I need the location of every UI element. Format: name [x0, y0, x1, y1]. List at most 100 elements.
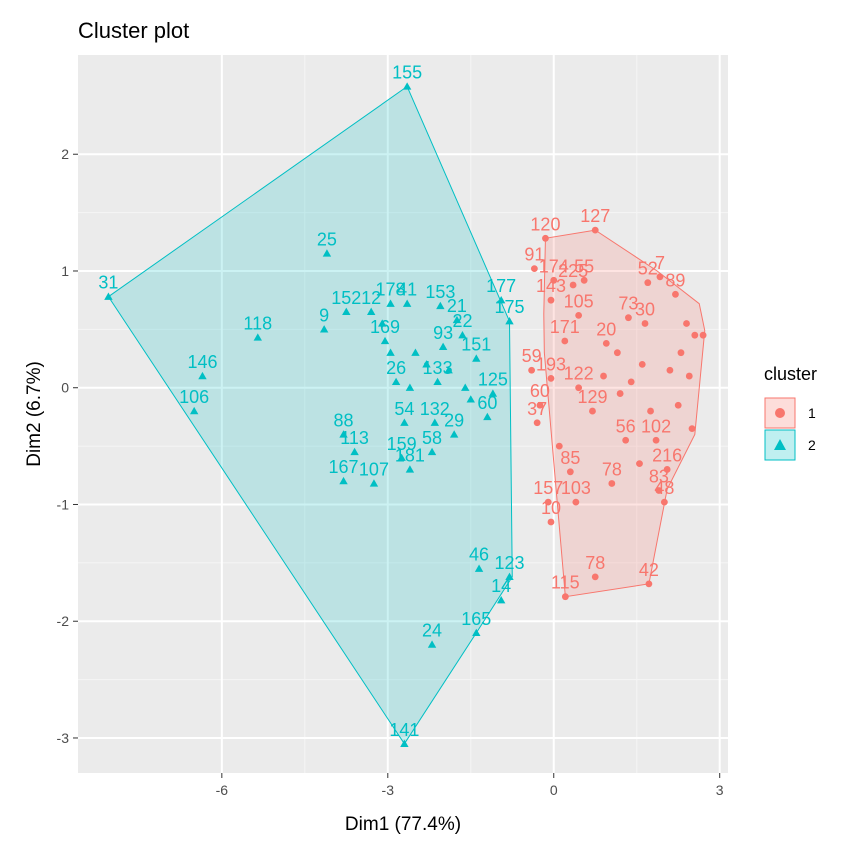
- point-label: 21: [447, 296, 467, 316]
- cluster-1-point: [550, 276, 558, 284]
- cluster-2-point: [402, 82, 412, 90]
- point-label: 52: [638, 259, 658, 279]
- y-tick-label: 1: [61, 263, 69, 279]
- y-tick-label: 2: [61, 146, 69, 162]
- cluster-2-point: [452, 315, 462, 324]
- cluster-2-point: [505, 316, 514, 325]
- cluster-1-point: [561, 593, 569, 601]
- cluster-2-point: [496, 596, 506, 604]
- point-label: 105: [564, 291, 594, 311]
- cluster-1-point: [674, 401, 682, 409]
- point-label: 78: [585, 553, 605, 573]
- point-label: 54: [394, 399, 414, 419]
- cluster-1-point: [645, 580, 653, 588]
- point-label: 113: [340, 428, 369, 448]
- y-tick-label: -2: [57, 613, 70, 629]
- cluster-2-point: [436, 301, 445, 310]
- point-label: 59: [522, 346, 542, 366]
- cluster-1-point: [685, 372, 693, 380]
- cluster-2-point: [505, 572, 514, 581]
- cluster-2-point: [402, 299, 412, 307]
- cluster-2-point: [386, 299, 395, 307]
- cluster-1-point: [691, 331, 699, 339]
- point-label: 55: [574, 256, 594, 276]
- point-label: 20: [596, 319, 616, 339]
- cluster-2-point: [474, 564, 484, 572]
- cluster-2-point: [189, 406, 199, 415]
- cluster-1-point: [528, 366, 536, 374]
- point-label: 30: [635, 300, 655, 320]
- point-label: 151: [461, 335, 491, 355]
- cluster-2-point: [472, 628, 481, 637]
- legend-title: cluster: [764, 364, 817, 384]
- cluster-1-point: [699, 331, 707, 339]
- point-label: 46: [469, 545, 489, 565]
- cluster-1-point: [575, 311, 583, 319]
- point-label: 125: [478, 370, 508, 390]
- cluster-2-point: [104, 292, 113, 300]
- point-label: 10: [541, 498, 561, 518]
- point-label: 115: [551, 573, 580, 593]
- point-label: 175: [494, 297, 524, 317]
- point-label: 143: [536, 276, 566, 296]
- cluster-1-point: [663, 466, 671, 473]
- cluster-2-point: [342, 307, 351, 315]
- cluster-1-point: [638, 360, 646, 368]
- cluster-2-point: [472, 354, 481, 362]
- point-label: 60: [477, 393, 497, 413]
- cluster-2-point: [427, 640, 437, 648]
- cluster-1-point: [641, 320, 649, 327]
- y-axis-title: Dim2 (6.7%): [24, 361, 45, 467]
- cluster-1-point: [602, 339, 610, 347]
- point-label: 181: [395, 445, 425, 465]
- cluster-1-point: [580, 276, 588, 284]
- point-label: 146: [187, 352, 217, 372]
- cluster-2-point: [427, 447, 437, 456]
- point-label: 118: [243, 314, 272, 334]
- cluster-1-point: [547, 296, 555, 304]
- point-label: 93: [433, 323, 453, 343]
- cluster-1-point: [544, 498, 552, 506]
- point-label: 157: [533, 478, 563, 498]
- point-label: 169: [370, 317, 400, 337]
- cluster-1-point: [666, 366, 674, 374]
- cluster-1-point: [636, 460, 643, 468]
- point-label: 25: [317, 229, 337, 249]
- y-tick-label: -1: [57, 496, 70, 512]
- cluster-1-point: [591, 226, 599, 234]
- point-label: 58: [422, 428, 442, 448]
- cluster-1-point: [677, 349, 685, 357]
- cluster-2-point: [411, 348, 420, 356]
- point-label: 178: [376, 280, 406, 300]
- point-label: 14: [491, 576, 511, 596]
- legend-label-1: 1: [808, 405, 816, 421]
- legend-marker-circle: [775, 408, 785, 418]
- cluster-2-point: [386, 348, 395, 356]
- point-label: 103: [561, 478, 591, 498]
- cluster-2-point: [339, 430, 348, 438]
- data-points: [104, 82, 707, 747]
- point-label: 120: [530, 214, 560, 234]
- legend: cluster 1 2: [764, 364, 817, 461]
- point-label: 193: [536, 354, 566, 374]
- cluster-1-point: [688, 425, 696, 432]
- point-label: 155: [392, 63, 422, 83]
- cluster-2-point: [322, 249, 332, 257]
- grid-lines: [78, 55, 728, 773]
- cluster-2-point: [405, 383, 415, 391]
- point-label: 9: [319, 305, 329, 325]
- y-tick-label: -3: [57, 730, 70, 746]
- point-label: 73: [618, 294, 638, 314]
- cluster-2-point: [433, 377, 442, 386]
- cluster-1-point: [569, 281, 577, 289]
- cluster-1-point: [530, 265, 538, 273]
- cluster-1-point: [608, 480, 616, 487]
- point-label: 7: [655, 253, 665, 273]
- point-label: 107: [359, 459, 389, 479]
- point-label: 26: [386, 358, 406, 378]
- cluster-1-point: [533, 419, 541, 427]
- cluster-1-point: [600, 372, 607, 380]
- chart-title: Cluster plot: [78, 18, 189, 43]
- point-label: 167: [329, 457, 359, 477]
